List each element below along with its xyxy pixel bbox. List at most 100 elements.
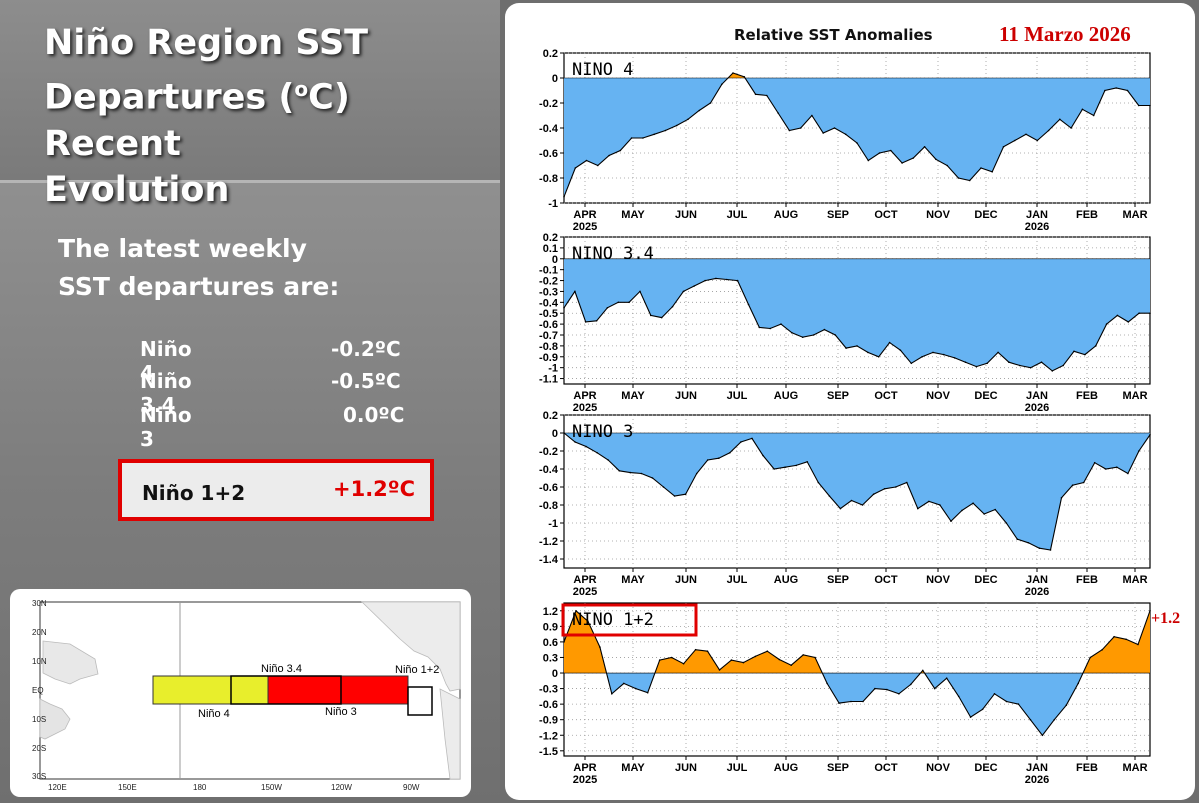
x-tick-label: MAR xyxy=(1122,762,1147,774)
y-tick-label: -1.4 xyxy=(539,554,559,566)
y-tick-label: -0.3 xyxy=(539,286,558,298)
nino34-box xyxy=(230,675,342,705)
y-tick-label: -0.6 xyxy=(539,482,558,494)
y-tick-label: 0.1 xyxy=(543,243,558,255)
x-tick-label: MAR xyxy=(1122,574,1147,586)
lat-label: 20S xyxy=(32,744,46,753)
lon-label: 150E xyxy=(118,783,137,792)
x-tick-label: SEP xyxy=(827,574,849,586)
panel-title: NINO 3.4 xyxy=(572,244,654,264)
y-tick-label: -1.2 xyxy=(539,536,558,548)
nino3-map-label: Niño 3 xyxy=(325,706,357,718)
chart-panels: 0.2 0 -0.2 -0.4 -0.6 -0.8 -1 NINO 4 APR MAY JUN JUL… xyxy=(539,48,1151,786)
departure-label: Niño 3 xyxy=(140,403,192,451)
lat-label: 30S xyxy=(32,772,46,781)
y-tick-label: 0 xyxy=(552,428,558,440)
nino12-highlight-box: Niño 1+2 +1.2ºC xyxy=(118,459,434,521)
x-tick-label: NOV xyxy=(926,762,951,774)
lat-label: 10N xyxy=(32,657,47,666)
x-tick-label: OCT xyxy=(874,390,898,402)
nino4-box xyxy=(152,675,269,705)
lat-label: 10S xyxy=(32,715,46,724)
x-tick-label: APR xyxy=(573,209,596,221)
departure-label: Niño 3.4 xyxy=(140,369,192,417)
x-tick-label: OCT xyxy=(874,574,898,586)
series-line xyxy=(563,72,1150,198)
lon-label: 180 xyxy=(193,783,207,792)
intro-line-1: The latest weekly xyxy=(58,234,307,263)
x-tick-label: DEC xyxy=(974,209,997,221)
south-america-land xyxy=(439,688,461,780)
lon-label: 120E xyxy=(48,783,67,792)
y-tick-label: -0.6 xyxy=(539,319,558,331)
x-tick-label: JUL xyxy=(727,390,748,402)
x-tick-label: MAY xyxy=(621,390,645,402)
intro-line-2: SST departures are: xyxy=(58,272,340,301)
panel-title: NINO 4 xyxy=(572,60,633,80)
panel-title: NINO 3 xyxy=(572,422,633,442)
y-tick-label: -0.8 xyxy=(539,341,558,353)
australia-land xyxy=(39,698,71,740)
x-tick-label: NOV xyxy=(926,574,951,586)
y-tick-label: 0.2 xyxy=(543,48,558,60)
x-tick-label: FEB xyxy=(1076,574,1098,586)
departure-value: -0.5ºC xyxy=(331,369,401,393)
x-tick-label: FEB xyxy=(1076,762,1098,774)
chart-panel-nino12: 1.2 0.9 0.6 0.3 0 -0.3 -0.6 -0.9 -1.2 -1.5 NINO 1+… xyxy=(539,602,1151,786)
x-tick-label: MAY xyxy=(621,574,645,586)
y-tick-label: 0.2 xyxy=(543,410,558,422)
nino-regions-map: Niño 3.4 Niño 4 Niño 3 Niño 1+2 30N 20N … xyxy=(10,589,471,797)
x-tick-label: AUG xyxy=(774,209,798,221)
x-tick-label: SEP xyxy=(827,209,849,221)
left-panel: Niño Region SST Departures (oC) Recent Evo… xyxy=(0,0,500,803)
x-tick-label: JUL xyxy=(727,209,748,221)
x-tick-label: JUL xyxy=(727,574,748,586)
chart-main-title: Relative SST Anomalies xyxy=(734,26,933,44)
nino12-value: +1.2ºC xyxy=(333,477,416,501)
x-tick-label: OCT xyxy=(874,209,898,221)
year-label: 2025 xyxy=(573,221,597,233)
year-label: 2025 xyxy=(573,774,597,786)
y-tick-label: -0.5 xyxy=(539,308,558,320)
lat-label: EQ xyxy=(32,686,44,695)
series-line xyxy=(563,432,1151,551)
x-tick-label: DEC xyxy=(974,574,997,586)
x-tick-label: NOV xyxy=(926,390,951,402)
y-tick-label: 1.2 xyxy=(543,606,558,618)
x-tick-label: JUN xyxy=(675,574,697,586)
x-tick-label: APR xyxy=(573,574,596,586)
x-tick-label: MAR xyxy=(1122,390,1147,402)
x-tick-label: NOV xyxy=(926,209,951,221)
nino34-map-label: Niño 3.4 xyxy=(261,663,302,675)
americas-land xyxy=(361,601,461,692)
lon-label: 120W xyxy=(331,783,352,792)
y-tick-label: 0.2 xyxy=(543,232,558,244)
nino12-label: Niño 1+2 xyxy=(142,481,246,505)
y-tick-label: -1 xyxy=(548,518,558,530)
x-tick-label: MAY xyxy=(621,209,645,221)
asia-land xyxy=(42,640,99,685)
chart-panel-nino34: 0.20.10-0.1-0.2-0.3-0.4-0.5-0.6-0.7-0.8-… xyxy=(539,232,1151,414)
x-tick-label: JUN xyxy=(675,762,697,774)
x-tick-label: OCT xyxy=(874,762,898,774)
series-line xyxy=(563,609,1151,737)
y-tick-label: -0.4 xyxy=(539,464,559,476)
y-tick-label: 0 xyxy=(552,668,558,680)
chart-svg: Relative SST Anomalies 11 Marzo 2026 +1.… xyxy=(539,22,1180,786)
y-tick-label: -0.8 xyxy=(539,500,558,512)
nino12-box xyxy=(407,686,433,716)
y-tick-label: -0.4 xyxy=(539,123,559,135)
x-tick-label: AUG xyxy=(774,762,798,774)
x-tick-label: JAN xyxy=(1026,574,1048,586)
x-tick-label: AUG xyxy=(774,390,798,402)
lat-label: 20N xyxy=(32,628,47,637)
x-tick-label: AUG xyxy=(774,574,798,586)
x-tick-label: JAN xyxy=(1026,762,1048,774)
x-tick-label: JUN xyxy=(675,209,697,221)
year-label: 2025 xyxy=(573,586,597,598)
x-tick-label: FEB xyxy=(1076,390,1098,402)
intro-text: The latest weekly SST departures are: xyxy=(58,230,339,306)
y-tick-label: -0.9 xyxy=(539,352,558,364)
y-tick-label: -1.1 xyxy=(539,374,558,386)
map-svg: Niño 3.4 Niño 4 Niño 3 Niño 1+2 30N 20N … xyxy=(32,599,461,792)
